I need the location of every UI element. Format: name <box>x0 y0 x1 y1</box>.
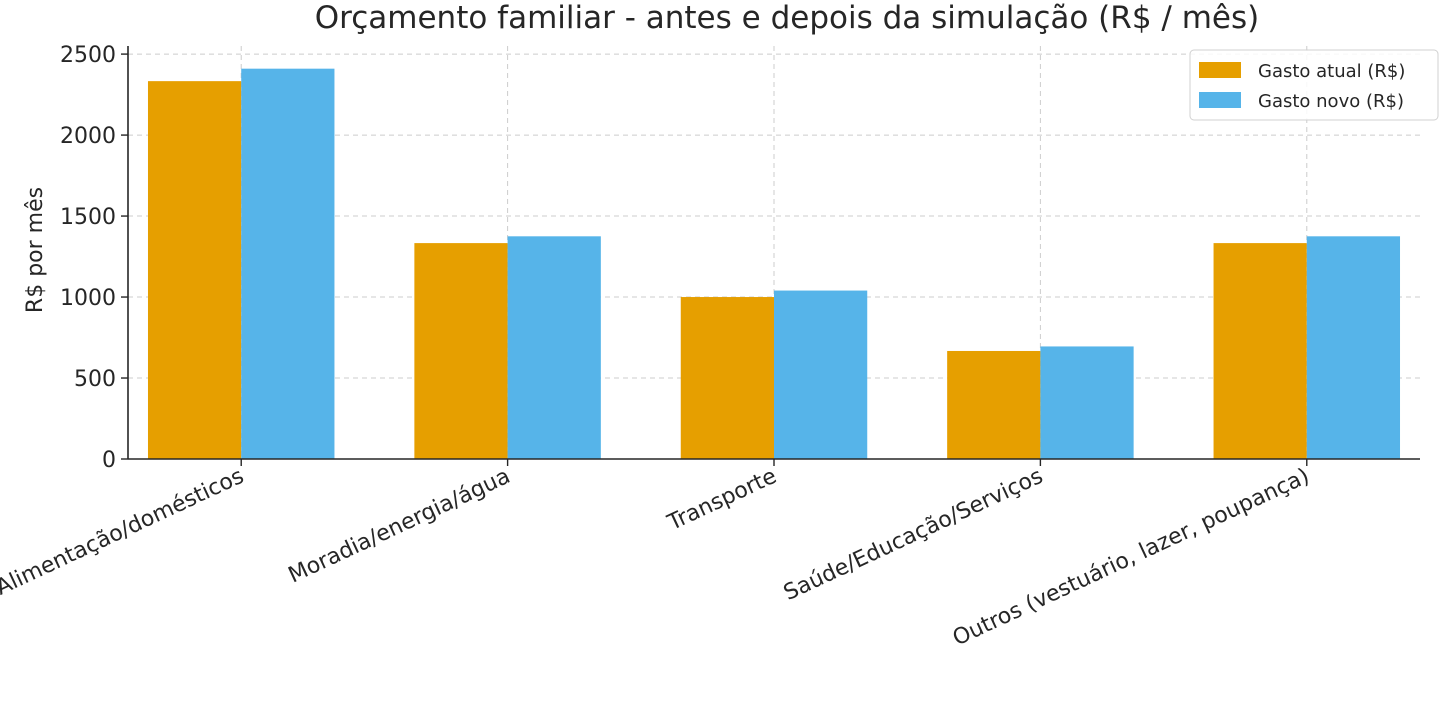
y-tick-label: 500 <box>74 367 116 392</box>
x-tick-label: Moradia/energia/água <box>285 464 514 589</box>
legend: Gasto atual (R$) Gasto novo (R$) <box>1189 49 1439 121</box>
bar <box>774 290 868 459</box>
x-tick-label: Alimentação/domésticos <box>0 464 248 601</box>
x-tick-labels: Alimentação/domésticos Moradia/energia/ág… <box>0 459 1313 651</box>
legend-label: Gasto novo (R$) <box>1258 91 1404 112</box>
bar <box>1040 346 1134 459</box>
bars <box>147 68 1401 460</box>
bar <box>241 68 335 460</box>
legend-swatch <box>1199 92 1241 108</box>
x-tick-label: Saúde/Educação/Serviços <box>780 464 1047 606</box>
bar <box>947 350 1041 459</box>
bar <box>147 81 242 459</box>
bar <box>1213 243 1307 459</box>
legend-swatch <box>1199 62 1241 78</box>
legend-label: Gasto atual (R$) <box>1258 61 1405 82</box>
y-tick-label: 0 <box>102 448 116 473</box>
y-tick-label: 1000 <box>60 286 116 311</box>
y-tick-label: 1500 <box>60 205 116 230</box>
bar <box>507 236 601 459</box>
y-tick-labels: 0 500 1000 1500 2000 2500 <box>60 43 128 473</box>
legend-box <box>1189 49 1439 121</box>
chart-title: Orçamento familiar - antes e depois da s… <box>315 0 1259 36</box>
bar <box>680 297 774 459</box>
x-tick-label: Transporte <box>663 464 780 536</box>
bar <box>1306 236 1401 459</box>
bar <box>414 243 508 459</box>
y-axis-label: R$ por mês <box>23 187 48 313</box>
y-tick-label: 2000 <box>60 124 116 149</box>
y-tick-label: 2500 <box>60 43 116 68</box>
